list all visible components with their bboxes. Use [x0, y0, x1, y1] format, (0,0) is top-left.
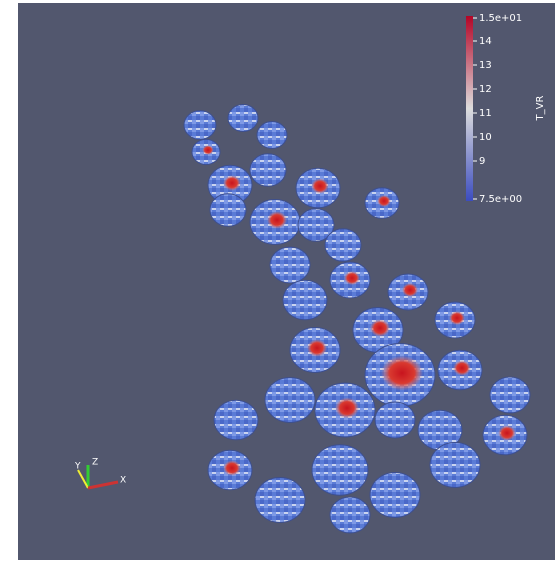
axis-label: X — [120, 476, 126, 486]
voxel-blob — [430, 443, 480, 488]
color-legend-label: 12 — [479, 84, 492, 95]
color-legend-label: 1.5e+01 — [479, 13, 522, 24]
voxel-blob — [214, 400, 258, 440]
hot-spot — [223, 175, 241, 190]
voxel-blob — [257, 122, 287, 149]
voxel-blob — [312, 445, 368, 495]
render-view: 1.5e+01 14 13 12 11 10 9 7.5e+00 T_VR Y Z X — [0, 0, 558, 562]
hot-spot — [307, 339, 327, 357]
voxel-blob — [250, 154, 286, 186]
voxel-blob — [265, 378, 315, 423]
color-legend-label: 13 — [479, 60, 492, 71]
hot-spot — [335, 398, 359, 419]
color-legend-label: 10 — [479, 132, 492, 143]
voxel-blob — [255, 478, 305, 523]
color-bar — [466, 16, 473, 201]
color-legend-label: 9 — [479, 156, 485, 167]
axis-label: Y — [74, 462, 81, 472]
color-legend-label: 11 — [479, 108, 492, 119]
hot-spot — [453, 360, 471, 375]
voxel-blob — [228, 105, 258, 132]
axis-label: Z — [92, 458, 98, 468]
voxel-blob — [370, 473, 420, 518]
hot-spot — [381, 356, 423, 391]
color-legend-label: 14 — [479, 36, 492, 47]
color-legend-label: 7.5e+00 — [479, 194, 522, 205]
hot-spot — [202, 145, 213, 155]
voxel-blob — [270, 247, 310, 283]
hot-spot — [223, 460, 241, 475]
hot-spot — [344, 271, 360, 285]
hot-spot — [377, 195, 391, 207]
voxel-blob — [184, 111, 216, 140]
voxel-blob — [490, 377, 530, 413]
hot-spot — [498, 425, 516, 440]
voxel-blob — [375, 402, 415, 438]
voxel-blob — [330, 497, 370, 533]
hot-spot — [402, 283, 418, 297]
hot-spot — [311, 178, 329, 193]
hot-spot — [449, 311, 465, 325]
hot-spot — [370, 319, 390, 337]
voxel-blob — [325, 229, 361, 261]
voxel-blob — [283, 280, 327, 320]
color-legend-title: T_VR — [535, 96, 546, 122]
voxel-blob — [210, 194, 246, 226]
hot-spot — [267, 211, 287, 229]
